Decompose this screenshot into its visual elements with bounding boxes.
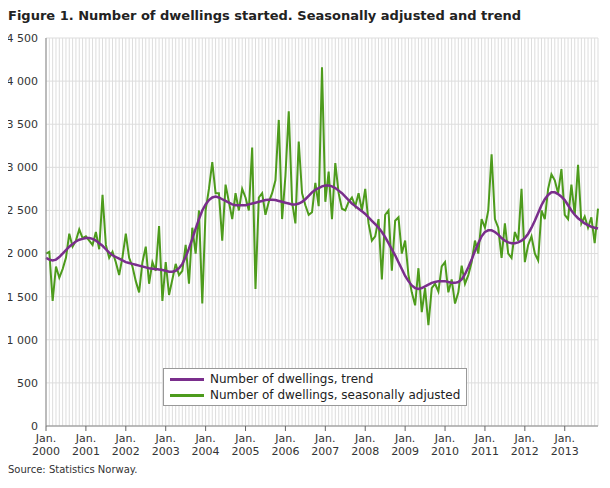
svg-text:Jan.2005: Jan.2005 xyxy=(232,432,260,458)
svg-text:4 000: 4 000 xyxy=(8,75,38,88)
svg-text:Jan.2002: Jan.2002 xyxy=(112,432,140,458)
svg-text:Jan.2007: Jan.2007 xyxy=(311,432,339,458)
svg-text:Jan.2008: Jan.2008 xyxy=(351,432,379,458)
svg-text:Jan.2004: Jan.2004 xyxy=(192,432,220,458)
svg-text:Jan.2011: Jan.2011 xyxy=(471,432,499,458)
svg-text:4 500: 4 500 xyxy=(8,32,38,45)
svg-text:Jan.2006: Jan.2006 xyxy=(271,432,299,458)
svg-text:500: 500 xyxy=(17,377,38,390)
svg-text:Jan.2010: Jan.2010 xyxy=(431,432,459,458)
svg-text:1 000: 1 000 xyxy=(8,334,38,347)
svg-text:1 500: 1 500 xyxy=(8,291,38,304)
svg-text:Jan.2012: Jan.2012 xyxy=(511,432,539,458)
html-text:Figure 1. Number of dwellings: Figure 1. Number of dwellings started. S… xyxy=(8,8,522,23)
svg-text:Jan.2009: Jan.2009 xyxy=(391,432,419,458)
svg-text:Jan.2003: Jan.2003 xyxy=(152,432,180,458)
svg-text:3 500: 3 500 xyxy=(8,118,38,131)
svg-text:2 500: 2 500 xyxy=(8,204,38,217)
html-text:Number of dwellings, trend: Number of dwellings, trend xyxy=(210,372,374,386)
svg-text:0: 0 xyxy=(31,420,38,433)
svg-text:Jan.2001: Jan.2001 xyxy=(72,432,100,458)
svg-text:3 000: 3 000 xyxy=(8,161,38,174)
html-text:Source: Statistics Norway.: Source: Statistics Norway. xyxy=(8,464,138,475)
svg-text:2 000: 2 000 xyxy=(8,247,38,260)
svg-text:Jan.2000: Jan.2000 xyxy=(32,432,60,458)
svg-text:Jan.2013: Jan.2013 xyxy=(551,432,579,458)
html-text:Number of dwellings, seasonall: Number of dwellings, seasonally adjusted xyxy=(210,388,461,402)
